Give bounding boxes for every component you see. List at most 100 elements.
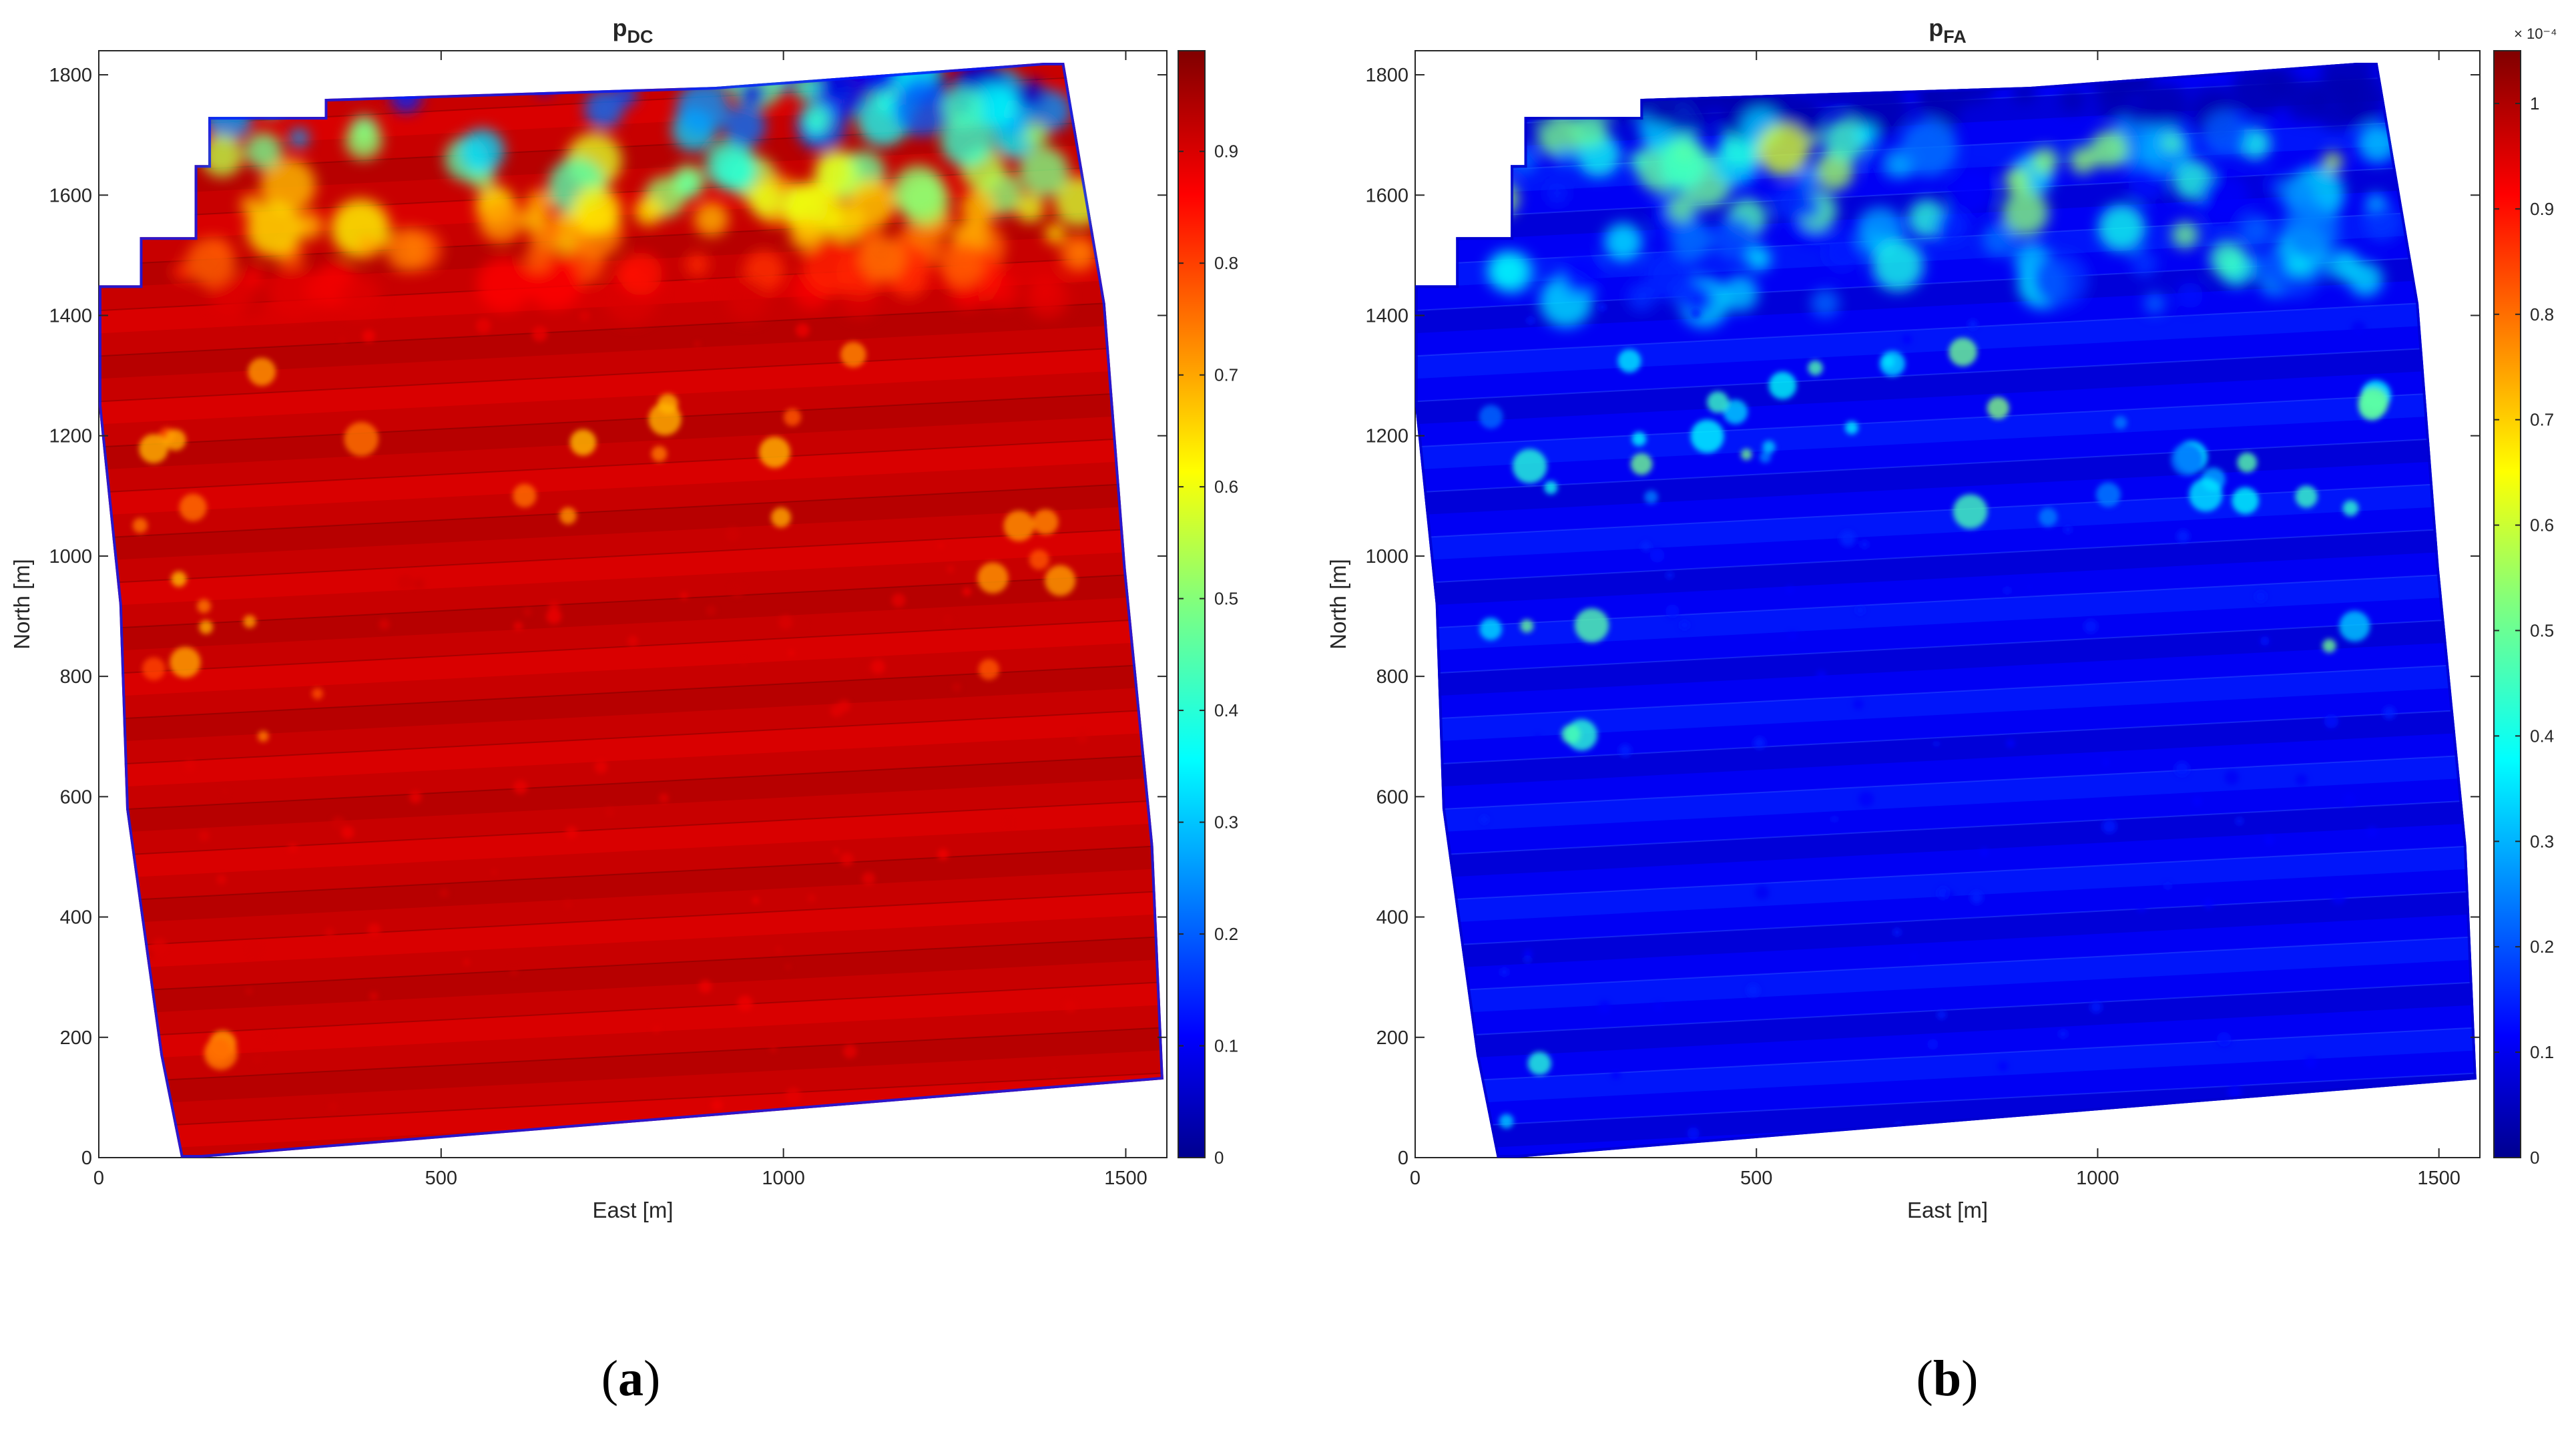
texture-blob xyxy=(479,198,523,243)
texture-blob xyxy=(1690,308,1702,319)
texture-blob xyxy=(1997,1061,2009,1071)
x-tick-label: 1500 xyxy=(1104,1168,1147,1189)
texture-blob xyxy=(1755,885,1770,900)
x-tick-label: 1000 xyxy=(2076,1168,2119,1189)
texture-blob xyxy=(2342,792,2356,807)
texture-blob xyxy=(1487,250,1527,291)
texture-blob xyxy=(2089,1001,2103,1013)
texture-blob xyxy=(1016,79,1046,109)
texture-blob xyxy=(2202,110,2250,157)
texture-blob xyxy=(579,310,591,322)
texture-blob xyxy=(2203,899,2214,909)
texture-blob xyxy=(2338,77,2384,124)
colorbar-tick-label: 0.8 xyxy=(2530,304,2554,324)
texture-blob xyxy=(546,608,562,624)
texture-blob xyxy=(1935,209,1970,244)
texture-blob xyxy=(2176,529,2190,543)
texture-blob xyxy=(1796,168,1819,190)
texture-blob xyxy=(788,650,794,656)
colorbar-tick-label: 0 xyxy=(1214,1148,1224,1168)
swath-seam xyxy=(2,0,1202,43)
texture-blob xyxy=(2083,619,2098,634)
y-tick-label: 600 xyxy=(1376,786,1408,808)
texture-blob xyxy=(2025,583,2034,592)
colorbar-tick-label: 0.5 xyxy=(2530,620,2554,640)
texture-blob xyxy=(142,657,166,680)
panel-caption: (b) xyxy=(1916,1351,1979,1407)
texture-blob xyxy=(892,79,951,137)
texture-blob xyxy=(1788,631,1797,640)
texture-blob xyxy=(1987,397,2009,419)
texture-blob xyxy=(204,1036,238,1070)
texture-blob xyxy=(970,82,1017,129)
x-tick-label: 0 xyxy=(93,1168,104,1189)
x-tick-label: 1000 xyxy=(762,1168,805,1189)
texture-blob xyxy=(563,899,573,910)
colorbar-tick-label: 0.9 xyxy=(1214,142,1238,162)
colorbar-tick-label: 0.9 xyxy=(2530,199,2554,219)
texture-blob xyxy=(2350,321,2366,336)
texture-blob xyxy=(1045,223,1065,244)
y-tick-label: 400 xyxy=(60,907,92,929)
texture-blob xyxy=(571,186,621,235)
texture-blob xyxy=(1480,815,1489,824)
texture-blob xyxy=(1900,119,1958,177)
texture-blob xyxy=(798,621,808,630)
stripe xyxy=(99,433,1164,519)
texture-blob xyxy=(1723,399,1748,425)
texture-blob xyxy=(830,704,843,718)
texture-blob xyxy=(604,806,615,818)
y-tick-label: 1800 xyxy=(1365,65,1408,86)
texture-blob xyxy=(840,342,866,368)
texture-blob xyxy=(1029,275,1059,304)
colorbar-tick-label: 0.8 xyxy=(1214,253,1238,273)
swath-seam xyxy=(1415,569,2477,633)
swath-seam xyxy=(1415,523,2477,588)
texture-blob xyxy=(1690,419,1724,453)
texture-blob xyxy=(939,241,985,287)
colorbar-tick-label: 0.5 xyxy=(1214,589,1238,609)
texture-blob xyxy=(2254,590,2267,603)
texture-blob xyxy=(2200,173,2250,223)
colorbar-tick-label: 0.7 xyxy=(2530,410,2554,430)
mid-field-texture xyxy=(1479,302,2396,1140)
colorbar-tick-label: 1 xyxy=(2530,93,2539,113)
stripe xyxy=(99,1067,1164,1154)
texture-blob xyxy=(759,437,790,468)
texture-blob xyxy=(775,946,782,953)
texture-blob xyxy=(634,196,664,226)
texture-blob xyxy=(802,103,831,132)
texture-blob xyxy=(2004,167,2031,194)
texture-blob xyxy=(1611,1069,1621,1080)
texture-blob xyxy=(2164,882,2171,890)
texture-blob xyxy=(724,105,766,148)
y-tick-label: 1000 xyxy=(49,546,92,567)
texture-blob xyxy=(2131,250,2158,277)
texture-blob xyxy=(2162,134,2181,153)
texture-blob xyxy=(961,190,996,226)
texture-blob xyxy=(676,81,730,135)
swath-seam xyxy=(99,568,1164,634)
texture-blob xyxy=(559,507,577,525)
stripe xyxy=(99,569,1164,656)
texture-blob xyxy=(1824,234,1860,271)
texture-blob xyxy=(2089,130,2128,168)
texture-blob xyxy=(963,587,971,596)
texture-blob xyxy=(1768,371,1797,400)
texture-blob xyxy=(2069,147,2097,174)
texture-blob xyxy=(2126,104,2148,126)
texture-blob xyxy=(1879,350,1906,377)
texture-blob xyxy=(2322,152,2343,172)
texture-blob xyxy=(2060,87,2085,113)
y-tick-label: 400 xyxy=(1376,907,1408,929)
texture-blob xyxy=(1479,618,1503,641)
texture-blob xyxy=(2227,1084,2242,1100)
texture-blob xyxy=(752,897,760,905)
colorbar-tick-label: 0.2 xyxy=(2530,937,2554,957)
texture-blob xyxy=(2128,164,2166,202)
texture-blob xyxy=(2031,148,2059,174)
texture-blob xyxy=(513,622,523,631)
stripe xyxy=(1415,524,2477,610)
texture-blob xyxy=(2102,818,2117,834)
texture-blob xyxy=(748,182,783,217)
